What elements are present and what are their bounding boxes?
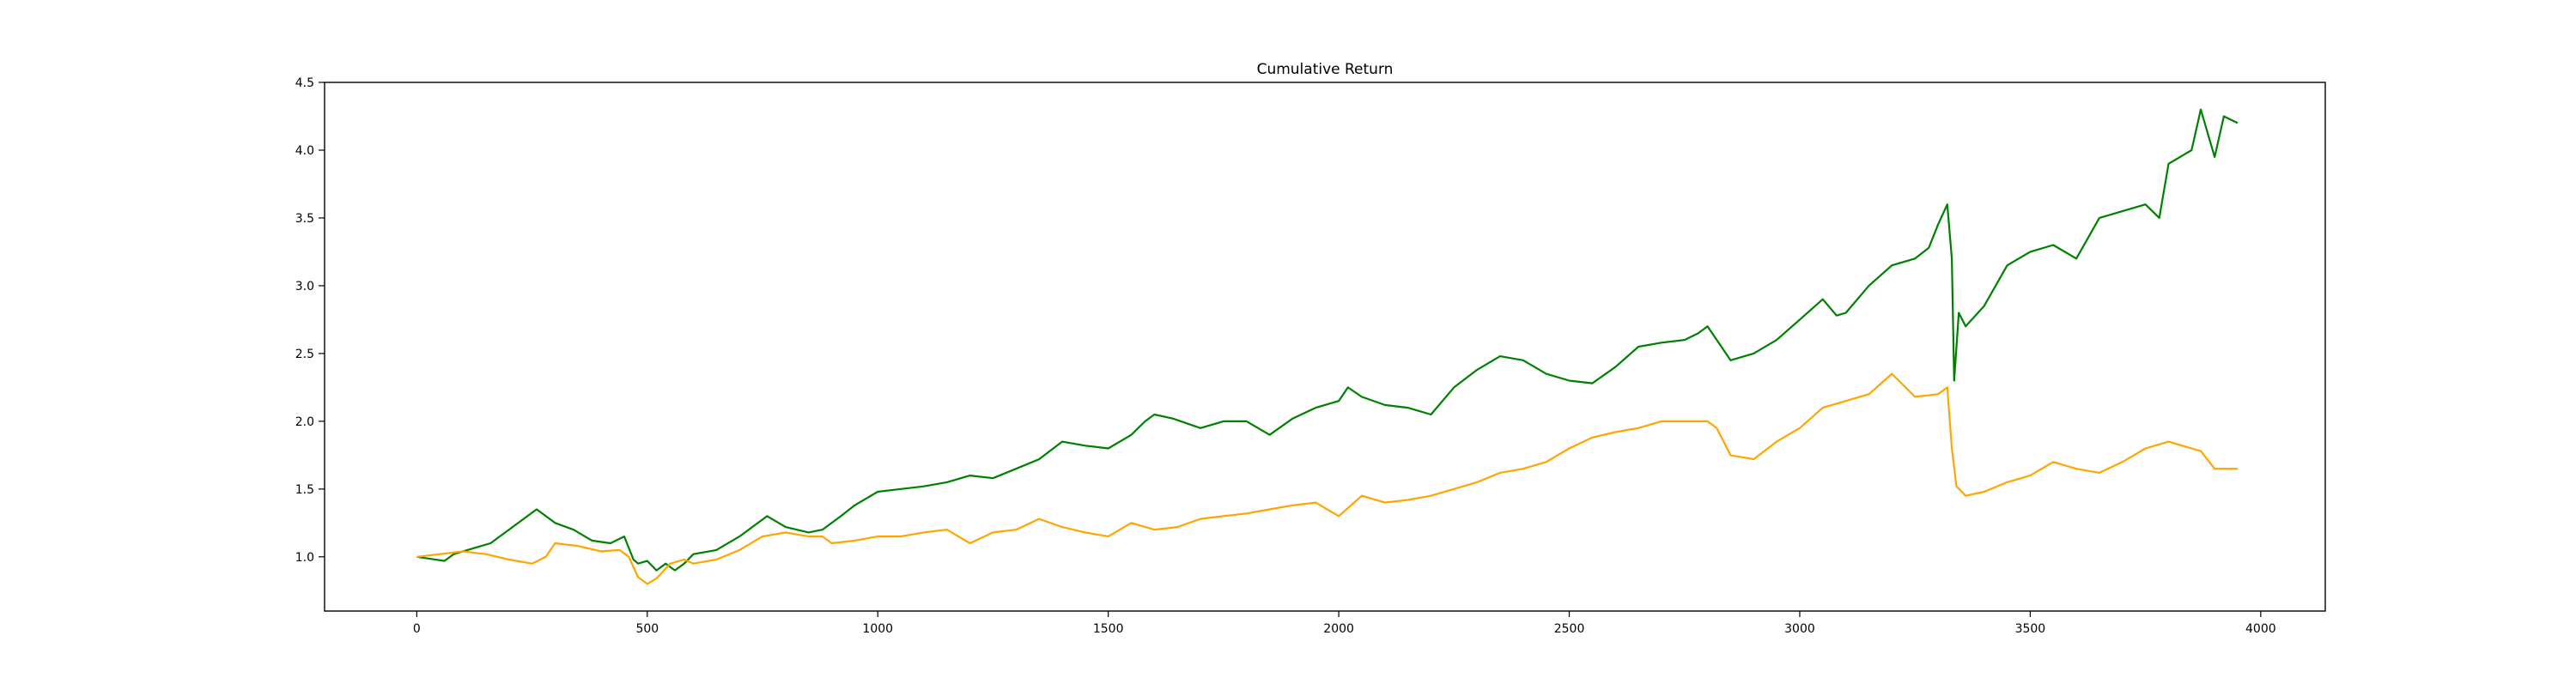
y-tick-label: 3.5 bbox=[295, 212, 314, 226]
x-tick-label: 2500 bbox=[1554, 622, 1585, 636]
x-tick-label: 1500 bbox=[1093, 622, 1124, 636]
x-tick-label: 3500 bbox=[2015, 622, 2046, 636]
plot-frame bbox=[324, 82, 2326, 612]
x-tick-label: 0 bbox=[413, 622, 421, 636]
x-tick-label: 2000 bbox=[1323, 622, 1354, 636]
x-axis: 0 500 1000 1500 2000 2500 3000 3500 4000 bbox=[413, 611, 2276, 636]
y-tick-label: 2.5 bbox=[295, 348, 314, 361]
series-line-1 bbox=[416, 372, 2238, 585]
x-tick-label: 3000 bbox=[1784, 622, 1815, 636]
chart-title: Cumulative Return bbox=[1257, 61, 1394, 78]
series-layer bbox=[416, 108, 2239, 585]
y-tick-label: 4.5 bbox=[295, 76, 314, 90]
x-tick-label: 1000 bbox=[862, 622, 893, 636]
y-tick-label: 3.0 bbox=[295, 280, 314, 294]
series-line-0 bbox=[416, 108, 2239, 572]
y-tick-label: 4.0 bbox=[295, 144, 314, 158]
x-tick-label: 500 bbox=[635, 622, 659, 636]
x-tick-label: 4000 bbox=[2245, 622, 2276, 636]
y-tick-label: 1.0 bbox=[295, 551, 314, 565]
y-axis: 1.0 1.5 2.0 2.5 3.0 3.5 4.0 4.5 bbox=[295, 76, 325, 565]
y-tick-label: 1.5 bbox=[295, 483, 314, 497]
y-tick-label: 2.0 bbox=[295, 415, 314, 429]
